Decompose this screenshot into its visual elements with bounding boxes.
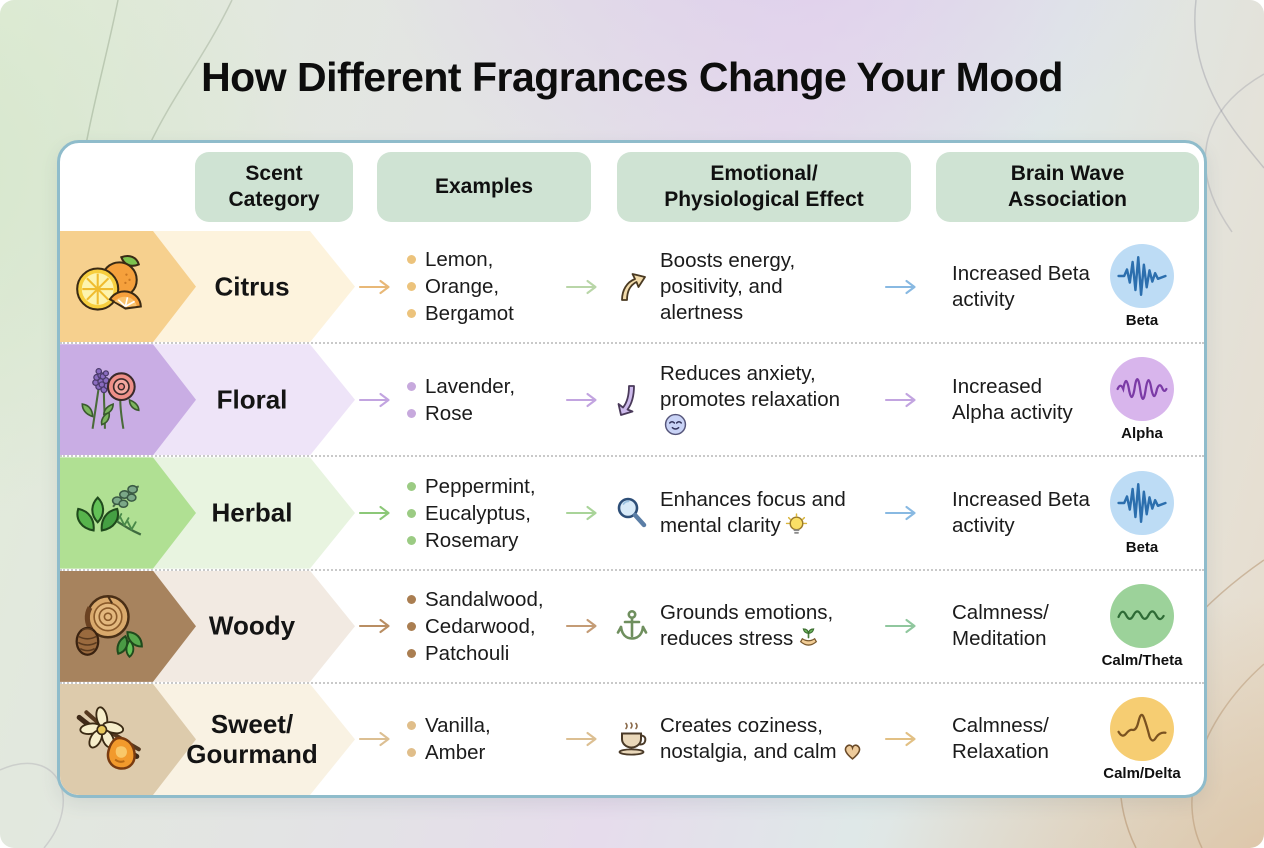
hand-with-seedling-emoji bbox=[800, 628, 818, 646]
brainwave-text: Increased Alpha activity bbox=[952, 374, 1073, 424]
tan-heart-emoji bbox=[844, 744, 860, 761]
light-bulb-emoji bbox=[785, 513, 807, 534]
table-header-row: Scent Category Examples Emotional/ Physi… bbox=[60, 143, 1204, 231]
brainwave-text: Calmness/ Meditation bbox=[952, 601, 1049, 651]
examples-list: Peppermint, Eucalyptus, Rosemary bbox=[399, 473, 554, 554]
category-label: Floral bbox=[216, 384, 288, 415]
effect-text: Creates coziness, nostalgia, and calm bbox=[660, 713, 864, 765]
arrow-to-effect bbox=[554, 504, 614, 522]
wave-label: Calm/Delta bbox=[1103, 764, 1181, 782]
effect-cell: Boosts energy, positivity, and alertness bbox=[614, 248, 864, 326]
category-cell: Herbal bbox=[60, 457, 355, 569]
example-item: Lemon, bbox=[407, 246, 554, 273]
header-brain-wave: Brain Wave Association bbox=[936, 152, 1199, 222]
row-herbal: Herbal Peppermint, Eucalyptus, Rosemary … bbox=[60, 455, 1204, 569]
beta-wave-icon bbox=[1110, 244, 1174, 309]
category-label: Citrus bbox=[214, 271, 290, 302]
relieved-face-emoji bbox=[664, 413, 687, 435]
effect-text: Enhances focus and mental clarity bbox=[660, 488, 846, 537]
example-item: Rose bbox=[407, 400, 554, 427]
examples-list: Sandalwood, Cedarwood, Patchouli bbox=[399, 586, 554, 667]
example-item: Amber bbox=[407, 739, 554, 766]
row-citrus: Citrus Lemon, Orange, Bergamot Boosts en… bbox=[60, 231, 1204, 343]
category-label: Herbal bbox=[211, 497, 293, 528]
magnifying-glass-icon bbox=[617, 497, 647, 528]
effect-cell: Grounds emotions, reduces stress bbox=[614, 600, 864, 652]
alpha-wave-icon bbox=[1110, 357, 1174, 422]
arrow-to-examples bbox=[355, 504, 399, 522]
category-cell: Floral bbox=[60, 344, 355, 456]
brainwave-badge: Calm/Theta bbox=[1090, 583, 1194, 669]
header-emotional-effect: Emotional/ Physiological Effect bbox=[617, 152, 911, 222]
arrow-to-brainwave bbox=[864, 391, 942, 409]
effect-text: Reduces anxiety, promotes relaxation bbox=[660, 361, 864, 439]
effect-cell: Reduces anxiety, promotes relaxation bbox=[614, 361, 864, 439]
effect-cell: Creates coziness, nostalgia, and calm bbox=[614, 713, 864, 765]
brainwave-badge: Alpha bbox=[1090, 357, 1194, 442]
effect-text: Boosts energy, positivity, and alertness bbox=[660, 248, 796, 324]
coffee-cup-icon bbox=[618, 722, 647, 756]
fragrance-table-panel: Scent Category Examples Emotional/ Physi… bbox=[57, 140, 1207, 798]
arrow-to-effect bbox=[554, 391, 614, 409]
category-cell: Woody bbox=[60, 570, 355, 682]
example-item: Peppermint, bbox=[407, 473, 554, 500]
brainwave-badge: Calm/Delta bbox=[1090, 696, 1194, 782]
category-label: Sweet/ Gourmand bbox=[186, 709, 318, 769]
arrow-to-examples bbox=[355, 730, 399, 748]
wave-label: Alpha bbox=[1121, 425, 1163, 443]
example-item: Rosemary bbox=[407, 527, 554, 554]
row-sweet-gourmand: Sweet/ Gourmand Vanilla, Amber bbox=[60, 681, 1204, 795]
arrow-to-brainwave bbox=[864, 617, 942, 635]
effect-text: Grounds emotions, reduces stress bbox=[660, 601, 834, 651]
arrow-to-effect bbox=[554, 278, 614, 296]
arrow-to-effect bbox=[554, 730, 614, 748]
example-item: Bergamot bbox=[407, 300, 554, 327]
example-item: Cedarwood, bbox=[407, 613, 554, 640]
brainwave-text: Increased Beta activity bbox=[952, 488, 1090, 537]
theta-wave-icon bbox=[1110, 583, 1174, 648]
examples-list: Lemon, Orange, Bergamot bbox=[399, 246, 554, 327]
arrow-to-effect bbox=[554, 617, 614, 635]
curved-up-arrow-icon bbox=[621, 272, 646, 301]
table-rows: Citrus Lemon, Orange, Bergamot Boosts en… bbox=[60, 231, 1204, 795]
header-examples: Examples bbox=[377, 152, 591, 222]
effect-cell: Enhances focus and mental clarity bbox=[614, 487, 864, 539]
brainwave-text: Calmness/ Relaxation bbox=[952, 714, 1049, 764]
category-cell: Sweet/ Gourmand bbox=[60, 683, 355, 795]
example-item: Vanilla, bbox=[407, 712, 554, 739]
header-scent-category: Scent Category bbox=[195, 152, 353, 222]
wave-label: Calm/Theta bbox=[1101, 651, 1183, 669]
arrow-to-examples bbox=[355, 391, 399, 409]
curved-down-arrow-icon bbox=[617, 384, 635, 416]
examples-list: Vanilla, Amber bbox=[399, 712, 554, 766]
example-item: Lavender, bbox=[407, 373, 554, 400]
arrow-to-brainwave bbox=[864, 730, 942, 748]
category-cell: Citrus bbox=[60, 231, 355, 343]
example-item: Eucalyptus, bbox=[407, 500, 554, 527]
wave-label: Beta bbox=[1125, 538, 1159, 556]
anchor-icon bbox=[616, 610, 648, 641]
brainwave-badge: Beta bbox=[1090, 470, 1194, 556]
example-item: Orange, bbox=[407, 273, 554, 300]
row-woody: Woody Sandalwood, Cedarwood, Patchouli bbox=[60, 568, 1204, 682]
category-label: Woody bbox=[208, 610, 296, 641]
row-floral: Floral Lavender, Rose Reduces anxiety, p… bbox=[60, 342, 1204, 456]
wave-label: Beta bbox=[1125, 312, 1159, 330]
page-title: How Different Fragrances Change Your Moo… bbox=[201, 54, 1063, 100]
arrow-to-brainwave bbox=[864, 278, 942, 296]
example-item: Patchouli bbox=[407, 640, 554, 667]
example-item: Sandalwood, bbox=[407, 586, 554, 613]
delta-wave-icon bbox=[1110, 696, 1174, 761]
brainwave-text: Increased Beta activity bbox=[952, 261, 1090, 311]
arrow-to-brainwave bbox=[864, 504, 942, 522]
arrow-to-examples bbox=[355, 278, 399, 296]
beta-wave-icon bbox=[1110, 470, 1174, 535]
examples-list: Lavender, Rose bbox=[399, 373, 554, 427]
brainwave-badge: Beta bbox=[1090, 244, 1194, 329]
arrow-to-examples bbox=[355, 617, 399, 635]
